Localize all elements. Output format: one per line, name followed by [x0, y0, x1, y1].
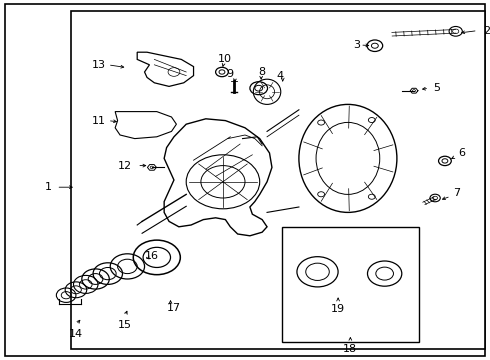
Text: 8: 8: [258, 67, 266, 77]
Text: 1: 1: [45, 182, 51, 192]
Text: 18: 18: [343, 344, 357, 354]
Bar: [282, 227, 419, 342]
Text: 9: 9: [226, 69, 234, 79]
Ellipse shape: [299, 104, 397, 212]
Text: 15: 15: [118, 320, 132, 330]
Text: 16: 16: [145, 251, 159, 261]
Text: 10: 10: [218, 54, 232, 64]
Text: 13: 13: [91, 60, 105, 70]
Text: 14: 14: [69, 329, 83, 339]
Text: 2: 2: [483, 26, 490, 36]
Text: 7: 7: [453, 188, 461, 198]
Text: 12: 12: [118, 161, 132, 171]
Text: 5: 5: [434, 83, 441, 93]
Text: 3: 3: [353, 40, 360, 50]
Text: 11: 11: [91, 116, 105, 126]
Text: 6: 6: [458, 148, 465, 158]
Text: 19: 19: [331, 304, 345, 314]
Text: 17: 17: [167, 303, 181, 313]
Text: 4: 4: [277, 71, 284, 81]
Bar: [71, 11, 485, 349]
